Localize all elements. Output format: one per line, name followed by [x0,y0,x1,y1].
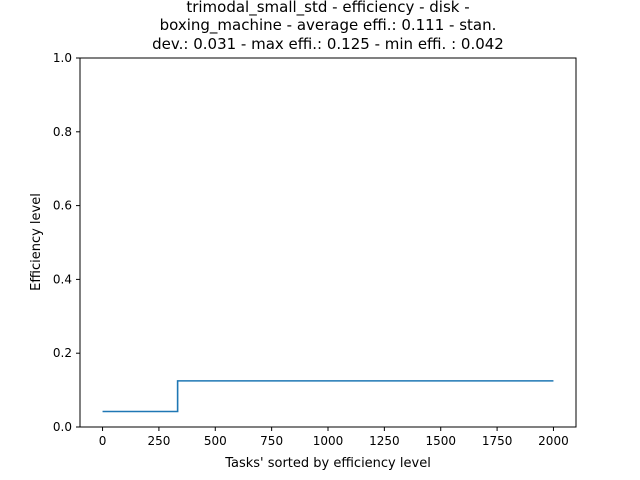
x-tick-label: 750 [260,434,283,448]
y-axis-label: Efficiency level [29,193,44,291]
y-axis-ticks: 0.0 0.2 0.4 0.6 0.8 1.0 [53,51,80,434]
x-tick-label: 250 [147,434,170,448]
y-tick-label: 0.0 [53,420,72,434]
chart-title: trimodal_small_std - efficiency - disk -… [152,0,504,53]
x-axis-label: Tasks' sorted by efficiency level [224,456,431,471]
series-line [102,380,554,413]
chart-title-line-1: trimodal_small_std - efficiency - disk - [186,0,469,17]
plot-frame [79,57,577,428]
x-tick-label: 1000 [313,434,344,448]
y-tick-label: 0.8 [53,125,72,139]
plot-area [79,57,577,428]
x-tick-label: 2000 [538,434,569,448]
x-axis-ticks: 0 250 500 750 1000 1250 1500 1750 2000 [99,427,569,448]
y-tick-label: 0.2 [53,346,72,360]
series-group [102,380,554,413]
x-tick-label: 0 [99,434,107,448]
chart-title-line-3: dev.: 0.031 - max effi.: 0.125 - min eff… [152,35,504,53]
x-tick-label: 1250 [369,434,400,448]
x-tick-label: 1500 [425,434,456,448]
y-tick-label: 0.6 [53,199,72,213]
y-tick-label: 0.4 [53,272,72,286]
x-tick-label: 1750 [482,434,513,448]
x-tick-label: 500 [204,434,227,448]
y-tick-label: 1.0 [53,51,72,65]
chart-title-line-2: boxing_machine - average effi.: 0.111 - … [160,16,497,35]
